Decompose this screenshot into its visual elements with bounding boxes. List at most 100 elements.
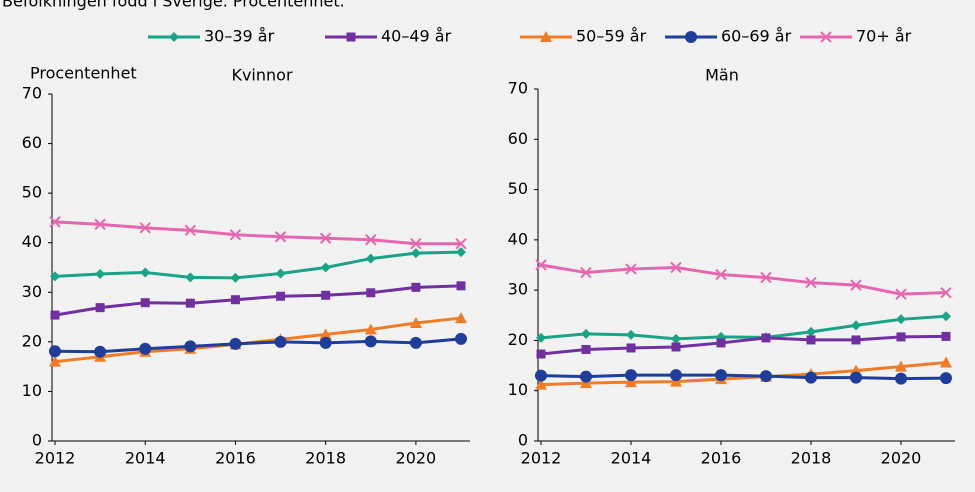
marker — [760, 370, 772, 383]
marker — [850, 279, 862, 291]
marker — [139, 222, 151, 234]
series-line — [54, 220, 461, 246]
marker — [456, 247, 466, 258]
y-tick-label: 0 — [32, 431, 42, 450]
marker — [185, 298, 195, 308]
marker — [364, 335, 377, 348]
marker — [805, 276, 817, 289]
series-line — [54, 250, 462, 280]
y-tick-label: 10 — [508, 380, 528, 399]
legend-label: 60–69 år — [721, 27, 792, 46]
marker — [275, 268, 286, 279]
marker — [625, 376, 637, 388]
marker — [761, 333, 771, 343]
marker — [806, 326, 816, 337]
y-tick-label: 30 — [22, 282, 42, 301]
series-line — [54, 337, 462, 354]
marker — [366, 288, 376, 298]
marker — [410, 248, 421, 259]
subtitle: Befolkningen född i Sverige. Procentenhe… — [2, 0, 345, 11]
marker — [941, 331, 951, 341]
marker — [941, 311, 951, 322]
marker — [321, 290, 331, 300]
marker — [670, 369, 682, 382]
marker — [626, 329, 636, 340]
x-tick-label: 2016 — [701, 449, 742, 468]
marker — [760, 271, 772, 284]
y-tick-label: 50 — [508, 179, 528, 198]
marker — [895, 360, 907, 372]
x-tick-label: 2014 — [611, 449, 652, 468]
marker — [670, 261, 682, 274]
marker — [535, 378, 547, 390]
legend-label: 40–49 år — [381, 27, 452, 46]
marker — [364, 323, 377, 335]
x-tick-label: 2012 — [35, 449, 76, 468]
marker — [580, 370, 592, 383]
series-line — [540, 263, 947, 296]
marker — [230, 295, 240, 305]
marker — [140, 267, 151, 278]
marker — [896, 314, 906, 325]
marker — [365, 234, 377, 246]
marker — [851, 320, 861, 331]
marker — [49, 355, 61, 367]
marker — [851, 335, 861, 345]
marker — [95, 303, 105, 313]
marker — [229, 337, 242, 350]
marker — [320, 262, 331, 273]
marker — [940, 286, 952, 299]
marker — [716, 338, 726, 348]
x-tick-label: 2014 — [125, 449, 166, 468]
marker — [409, 336, 422, 349]
x-tick-label: 2018 — [305, 449, 346, 468]
x-tick-label: 2020 — [881, 449, 922, 468]
y-tick-label: 60 — [22, 133, 42, 152]
marker — [671, 342, 681, 352]
x-tick-label: 2020 — [396, 449, 437, 468]
marker — [580, 266, 592, 279]
marker — [49, 216, 61, 228]
marker — [50, 271, 60, 282]
marker — [230, 272, 241, 283]
x-tick-label: 2012 — [521, 449, 562, 468]
marker — [319, 328, 332, 340]
marker — [276, 291, 286, 301]
marker — [626, 343, 636, 353]
y-tick-label: 30 — [508, 280, 528, 299]
marker — [670, 375, 682, 387]
y-tick-label: 40 — [22, 232, 42, 251]
marker — [455, 332, 467, 345]
marker — [184, 224, 197, 237]
marker — [319, 232, 332, 244]
marker — [95, 268, 106, 279]
marker — [535, 259, 547, 271]
marker — [535, 369, 547, 382]
y-tick-label: 40 — [508, 229, 528, 248]
marker — [540, 31, 552, 42]
marker — [184, 340, 197, 353]
legend-label: 50–59 år — [576, 27, 647, 46]
chart-title: Kvinnor — [231, 66, 292, 85]
marker — [365, 253, 376, 264]
marker — [820, 31, 832, 43]
marker — [895, 372, 907, 385]
marker — [805, 371, 817, 384]
marker — [625, 263, 637, 275]
marker — [49, 345, 61, 358]
marker — [140, 298, 150, 308]
chart-title: Män — [705, 66, 739, 85]
marker — [581, 344, 591, 354]
marker — [456, 281, 466, 291]
marker — [139, 342, 152, 355]
marker — [896, 332, 906, 342]
marker — [685, 31, 697, 43]
series-line — [540, 314, 947, 341]
y-tick-label: 20 — [508, 330, 528, 349]
marker — [940, 372, 952, 385]
marker — [850, 371, 862, 384]
y-tick-label: 60 — [508, 129, 528, 148]
marker — [274, 335, 287, 348]
